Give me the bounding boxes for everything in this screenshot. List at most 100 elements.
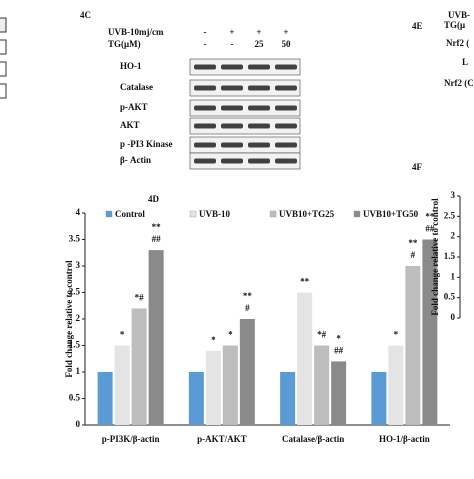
bar [188,372,204,425]
band [194,105,216,111]
significance-marker: # [411,250,416,260]
band-label: p-AKT [120,102,148,112]
band [275,123,297,129]
y-tick-label: 0.5 [69,393,81,403]
bar [297,292,313,425]
significance-marker: *# [317,330,327,340]
lane-label: - [204,39,207,49]
significance-marker: * [336,333,341,343]
blot-strip [189,79,301,97]
y-tick-label: 2 [76,313,81,323]
lane-label: + [256,27,261,37]
significance-marker: * [120,330,125,340]
y-tick-label: 1.5 [69,340,81,350]
band [275,158,297,164]
y-tick-label: 1 [76,366,81,376]
bar [205,350,221,425]
treatment-label: UVB-10mj/cm [108,27,164,37]
band [248,158,270,164]
panel-label: 4F [412,162,423,172]
band-label: AKT [120,120,140,130]
band [194,142,216,148]
band-label: β- Actin [120,155,151,165]
band [221,142,243,148]
y-axis-label: Fold change relative to control [64,260,74,378]
band [194,123,216,129]
bar [422,239,438,425]
blot-strip [189,152,301,170]
y-tick-label: 2.5 [444,210,456,220]
legend-label: UVB10+TG25 [279,209,335,219]
bar [388,345,404,425]
significance-marker: ** [300,277,310,287]
bar [405,266,421,425]
legend-swatch [105,210,113,218]
x-tick-label: p-PI3K/β-actin [102,434,160,444]
band [194,85,216,91]
band [248,123,270,129]
legend-swatch [353,210,361,218]
lane-label: + [283,27,288,37]
legend-swatch [189,210,197,218]
fragment [0,39,7,55]
legend-swatch [269,210,277,218]
y-tick-label: 3 [451,190,456,200]
fragment [0,83,7,99]
band [248,85,270,91]
bar [148,250,164,425]
band [248,105,270,111]
blot: UVB-10mj/cm - + + + TG(μM) - - 25 50 HO-1 Catalase p… [108,27,301,170]
y-tick-label: 2.5 [69,287,81,297]
x-tick-label: HO-1/β-actin [379,434,430,444]
blot-label: Nrf2 ( [446,38,469,48]
y-axis-label: Fold change relative to control [430,198,440,316]
significance-marker: ## [334,345,344,355]
blot-strip [189,117,301,135]
significance-marker: *# [135,292,145,302]
significance-marker: ** [425,212,435,222]
y-tick-label: 0 [451,312,456,322]
y-tick-label: 4 [76,207,81,217]
significance-marker: ## [425,224,435,234]
blot-label: Nrf2 (C [444,78,474,88]
panel-label: 4D [148,194,160,204]
band [221,123,243,129]
band [221,64,243,70]
significance-marker: * [394,330,399,340]
blot-strip [189,58,301,76]
lane-label: + [229,27,234,37]
blot-label: UVB- [448,10,470,20]
panel-label: 4E [412,21,423,31]
bar [331,361,347,425]
band [221,105,243,111]
significance-marker: ## [152,234,162,244]
y-tick-label: 3.5 [69,234,81,244]
blot-label: TG(μ [444,20,465,30]
y-tick-label: 1 [451,271,456,281]
blot-label: L [462,57,468,67]
bar [97,372,113,425]
significance-marker: ** [408,238,418,248]
legend-label: Control [115,209,145,219]
significance-marker: * [211,335,216,345]
significance-marker: # [245,303,250,313]
x-tick-label: Catalase/β-actin [282,434,344,444]
fragment [0,17,7,33]
band [275,142,297,148]
band [221,158,243,164]
y-tick-label: 3 [76,260,81,270]
band-label: HO-1 [120,61,142,71]
y-tick-label: 0.5 [444,292,456,302]
fragment [0,61,7,77]
y-tick-label: 2 [451,231,456,241]
y-tick-label: 0 [76,419,81,429]
bar [314,345,330,425]
band-label: p -PI3 Kinase [120,139,173,149]
x-tick-label: p-AKT/AKT [197,434,247,444]
band [275,85,297,91]
y-tick-label: 1.5 [444,251,456,261]
band [248,142,270,148]
band [275,105,297,111]
bar [280,372,296,425]
